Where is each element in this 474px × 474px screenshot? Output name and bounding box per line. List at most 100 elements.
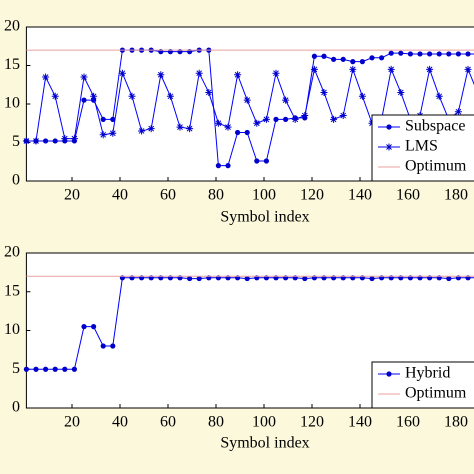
marker xyxy=(90,92,98,100)
marker xyxy=(52,366,58,372)
marker xyxy=(187,275,193,282)
marker xyxy=(291,115,299,123)
y-tick-label: 15 xyxy=(4,56,20,73)
marker xyxy=(71,366,77,372)
legend-label: LMS xyxy=(405,138,438,155)
x-tick-label: 60 xyxy=(160,187,176,204)
marker xyxy=(109,129,117,137)
marker xyxy=(157,71,165,79)
marker xyxy=(331,56,337,62)
marker xyxy=(128,92,136,100)
y-tick-label: 15 xyxy=(4,282,20,299)
marker xyxy=(243,96,251,104)
marker xyxy=(339,112,347,120)
x-tick-label: 140 xyxy=(348,414,372,431)
x-tick-label: 40 xyxy=(112,414,128,431)
x-tick-label: 180 xyxy=(444,187,468,204)
marker xyxy=(397,88,405,96)
marker xyxy=(388,50,394,56)
marker xyxy=(196,275,202,282)
legend-marker xyxy=(385,143,393,151)
y-tick-label: 20 xyxy=(4,18,20,35)
marker xyxy=(320,88,328,96)
marker xyxy=(166,92,174,100)
marker xyxy=(205,88,213,96)
marker xyxy=(42,73,50,81)
marker xyxy=(186,125,194,133)
marker xyxy=(138,127,146,135)
marker xyxy=(244,129,250,136)
marker xyxy=(301,112,309,120)
marker xyxy=(62,366,68,372)
marker xyxy=(91,324,97,330)
y-tick-label: 10 xyxy=(4,321,20,338)
x-axis-label: Symbol index xyxy=(220,435,309,452)
marker xyxy=(118,69,126,77)
marker xyxy=(454,108,462,116)
marker xyxy=(349,65,357,73)
y-tick-label: 0 xyxy=(12,172,20,189)
marker xyxy=(369,55,375,61)
marker xyxy=(195,69,203,77)
marker xyxy=(340,56,346,62)
x-tick-label: 140 xyxy=(348,187,372,204)
legend-marker xyxy=(386,371,392,377)
x-tick-label: 160 xyxy=(396,187,420,204)
marker xyxy=(427,51,433,57)
y-tick-label: 0 xyxy=(12,399,20,416)
x-tick-label: 100 xyxy=(252,414,276,431)
x-tick-label: 120 xyxy=(300,187,324,204)
marker xyxy=(464,65,472,73)
marker xyxy=(282,96,290,104)
marker xyxy=(43,138,49,144)
marker xyxy=(244,275,250,282)
marker xyxy=(234,71,242,79)
x-tick-label: 20 xyxy=(64,414,80,431)
marker xyxy=(455,51,461,57)
marker xyxy=(23,366,29,372)
marker xyxy=(100,343,106,349)
legend-label: Subspace xyxy=(405,118,465,135)
marker xyxy=(436,51,442,57)
x-tick-label: 60 xyxy=(160,414,176,431)
x-axis-label: Symbol index xyxy=(220,209,309,226)
marker xyxy=(263,158,269,164)
marker xyxy=(110,343,116,349)
marker xyxy=(417,51,423,57)
marker xyxy=(32,137,40,145)
marker xyxy=(147,125,155,133)
marker xyxy=(465,51,471,57)
marker xyxy=(70,135,78,143)
marker xyxy=(100,116,106,122)
marker xyxy=(80,73,88,81)
legend-box xyxy=(371,361,474,409)
marker xyxy=(81,324,87,330)
legend-label: Hybrid xyxy=(405,365,450,382)
marker xyxy=(262,115,270,123)
marker xyxy=(387,65,395,73)
x-tick-label: 20 xyxy=(64,187,80,204)
x-tick-label: 160 xyxy=(396,414,420,431)
marker xyxy=(176,123,184,131)
marker xyxy=(435,92,443,100)
marker xyxy=(358,92,366,100)
marker xyxy=(99,131,107,139)
legend-marker xyxy=(386,124,392,130)
marker xyxy=(272,69,280,77)
marker xyxy=(253,119,261,127)
marker xyxy=(235,129,241,136)
marker xyxy=(407,51,413,57)
x-tick-label: 80 xyxy=(208,414,224,431)
marker xyxy=(446,51,452,57)
legend-label: Optimum xyxy=(405,158,467,175)
marker xyxy=(52,138,58,144)
marker xyxy=(330,115,338,123)
marker xyxy=(350,59,356,65)
marker xyxy=(43,366,49,372)
marker xyxy=(51,92,59,100)
marker xyxy=(33,366,39,372)
marker xyxy=(110,116,116,122)
marker xyxy=(225,163,231,169)
x-tick-label: 40 xyxy=(112,187,128,204)
